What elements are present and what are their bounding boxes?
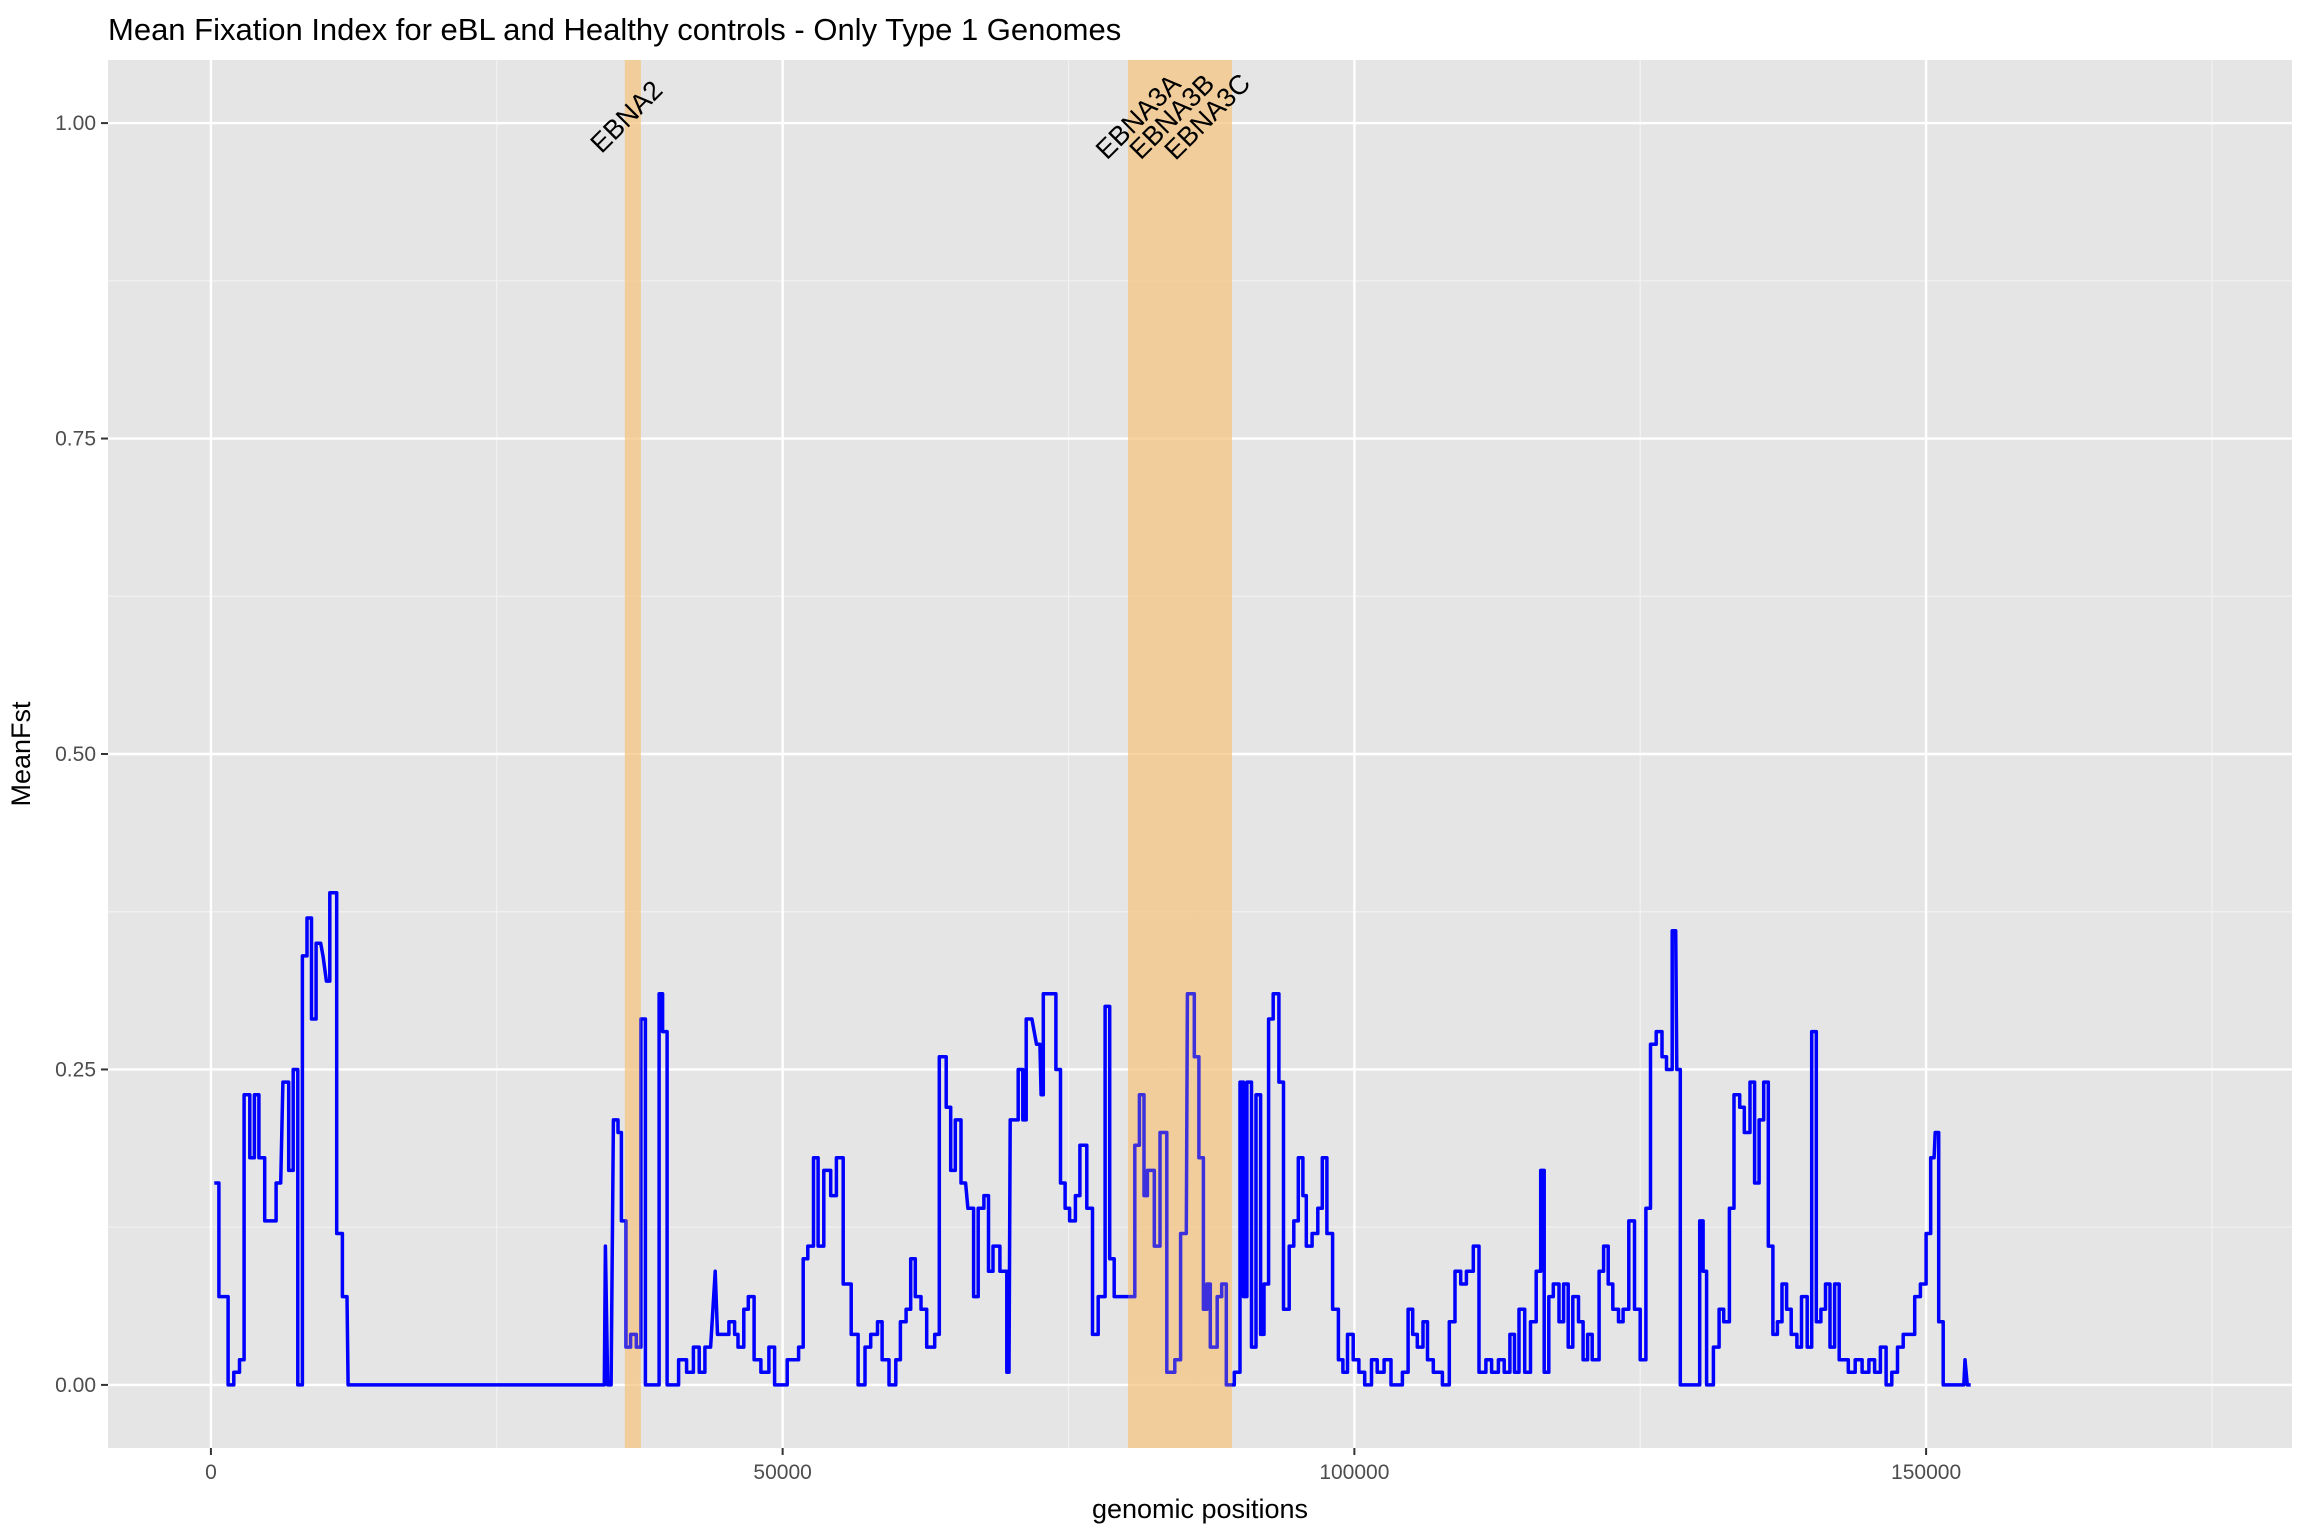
y-tick-label: 0.75	[55, 428, 96, 451]
x-tick-label: 150000	[1891, 1461, 1961, 1484]
y-axis-title: MeanFst	[6, 701, 36, 807]
gene-region-overlays	[624, 60, 1233, 1448]
gene-region-bands	[624, 60, 1233, 1448]
region-band-ebna2	[624, 60, 641, 1448]
x-axis-title: genomic positions	[1092, 1494, 1308, 1524]
region-overlay-ebna3a	[1127, 60, 1162, 1448]
y-tick-label: 0.50	[55, 743, 96, 766]
region-overlay-ebna2	[624, 60, 641, 1448]
x-tick-label: 0	[205, 1461, 217, 1484]
x-tick-label: 50000	[753, 1461, 811, 1484]
y-axis-ticks: 0.00 0.25 0.50 0.75 1.00	[55, 112, 108, 1397]
y-tick-label: 0.25	[55, 1058, 96, 1081]
y-tick-label: 0.00	[55, 1374, 96, 1397]
region-band-ebna3c	[1195, 60, 1233, 1448]
meanfst-line	[214, 891, 1971, 1387]
x-axis-ticks: 0 50000 100000 150000	[205, 1448, 1961, 1484]
x-tick-label: 100000	[1319, 1461, 1389, 1484]
region-overlay-ebna3c	[1195, 60, 1233, 1448]
chart-title: Mean Fixation Index for eBL and Healthy …	[108, 12, 1121, 47]
region-overlay-ebna3b	[1161, 60, 1196, 1448]
y-tick-label: 1.00	[55, 112, 96, 135]
